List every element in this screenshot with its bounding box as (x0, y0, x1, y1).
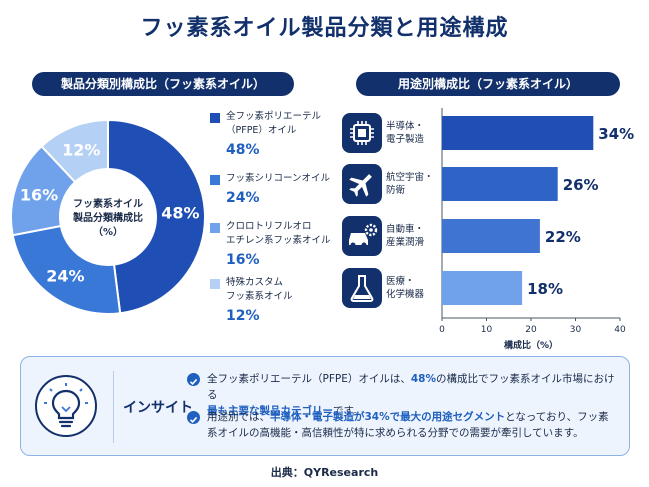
car-gear-icon (342, 216, 382, 256)
legend-label: 特殊カスタム フッ素系オイル (226, 277, 293, 302)
usage-category-label: 医療・ 化学機器 (386, 276, 425, 300)
usage-category-label: 航空宇宙・防衛 (386, 172, 434, 196)
usage-bar (442, 167, 558, 201)
legend-swatch (210, 175, 220, 185)
x-tick-label: 30 (570, 325, 582, 335)
insight-point-2: 用途別では、半導体・電子製造が34%で最大の用途セグメントとなっており、フッ素系… (207, 411, 609, 439)
usage-breakdown-header: 用途別構成比（フッ素系オイル） (356, 72, 620, 96)
product-breakdown-header: 製品分類別構成比（フッ素系オイル） (32, 72, 294, 96)
airplane-icon (342, 164, 382, 204)
insight-title: インサイト (123, 400, 193, 416)
donut-slice-label: 48% (161, 203, 199, 222)
bar-value-label: 34% (598, 125, 634, 143)
donut-slice (11, 224, 122, 315)
legend-value: 48% (226, 142, 260, 158)
legend-value: 12% (226, 308, 260, 324)
usage-bar (442, 219, 540, 253)
legend-label: フッ素シリコーンオイル (226, 173, 331, 184)
legend-label: クロロトリフルオロ エチレン系フッ素オイル (226, 221, 331, 246)
usage-row: 医療・ 化学機器 (342, 268, 438, 308)
check-icon (187, 373, 200, 386)
bar-value-label: 22% (545, 228, 581, 246)
lightbulb-icon (35, 375, 97, 437)
flask-icon (342, 268, 382, 308)
x-tick-label: 20 (525, 325, 537, 335)
donut-center-label: （%） (93, 225, 123, 238)
page-title: フッ素系オイル製品分類と用途構成 (140, 16, 509, 41)
chip-icon (342, 113, 382, 153)
legend-swatch (210, 223, 220, 233)
donut-center-label: 製品分類構成比 (72, 211, 143, 224)
legend-swatch (210, 113, 220, 123)
check-icon (187, 411, 200, 424)
legend-swatch (210, 279, 220, 289)
bar-value-label: 18% (527, 280, 563, 298)
insight-point-1: 全フッ素ポリエーテル（PFPE）オイルは、48%の構成比でフッ素系オイル市場にお… (207, 373, 615, 417)
donut-slice (107, 118, 206, 315)
legend-value: 24% (226, 190, 260, 206)
legend-label: 全フッ素ポリエーテル （PFPE）オイル (226, 111, 322, 136)
donut-hole (61, 170, 155, 264)
usage-row: 航空宇宙・防衛 (342, 164, 438, 204)
usage-category-label: 自動車・ 産業潤滑 (386, 224, 425, 248)
donut-slice-label: 12% (62, 141, 100, 160)
usage-category-label: 半導体・ 電子製造 (386, 121, 425, 145)
bar-value-label: 26% (563, 176, 599, 194)
insight-divider (113, 371, 114, 443)
insight-box: インサイト 全フッ素ポリエーテル（PFPE）オイルは、48%の構成比でフッ素系オ… (20, 356, 630, 456)
source-note: 出典：QYResearch (270, 466, 379, 479)
legend-value: 16% (226, 252, 260, 268)
donut-slice-label: 16% (20, 186, 58, 205)
usage-bar-chart: 0 10 20 30 40 構成比（%） 34% 26% 22% 18% (439, 108, 634, 350)
x-tick-label: 40 (614, 325, 626, 335)
usage-row: 半導体・ 電子製造 (342, 113, 438, 153)
x-tick-label: 10 (481, 325, 493, 335)
donut-slice-label: 24% (46, 267, 84, 286)
x-axis-label: 構成比（%） (504, 339, 558, 350)
usage-bar (442, 116, 594, 150)
usage-bar (442, 271, 523, 305)
x-tick-label: 0 (439, 325, 445, 335)
donut-center-label: フッ素系オイル (73, 197, 143, 210)
usage-row: 自動車・ 産業潤滑 (342, 216, 438, 256)
donut-slice (40, 118, 109, 184)
